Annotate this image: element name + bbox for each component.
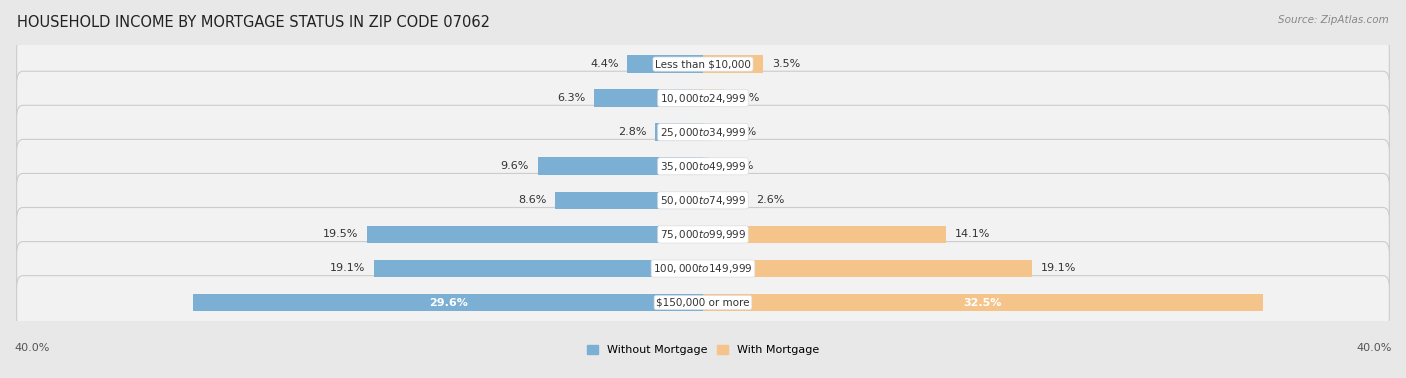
Text: HOUSEHOLD INCOME BY MORTGAGE STATUS IN ZIP CODE 07062: HOUSEHOLD INCOME BY MORTGAGE STATUS IN Z… (17, 15, 489, 30)
Text: 29.6%: 29.6% (429, 297, 468, 308)
Bar (703, 123, 713, 141)
Text: $75,000 to $99,999: $75,000 to $99,999 (659, 228, 747, 241)
Text: Source: ZipAtlas.com: Source: ZipAtlas.com (1278, 15, 1389, 25)
Bar (555, 192, 703, 209)
Text: 40.0%: 40.0% (14, 343, 49, 353)
Text: 4.4%: 4.4% (591, 59, 619, 69)
FancyBboxPatch shape (17, 208, 1389, 261)
Bar (703, 55, 763, 73)
Text: 1.2%: 1.2% (733, 93, 761, 103)
FancyBboxPatch shape (17, 174, 1389, 227)
Bar (627, 55, 703, 73)
Text: 6.3%: 6.3% (558, 93, 586, 103)
FancyBboxPatch shape (17, 71, 1389, 125)
Text: 19.1%: 19.1% (330, 263, 366, 274)
Text: 32.5%: 32.5% (963, 297, 1002, 308)
Text: Less than $10,000: Less than $10,000 (655, 59, 751, 69)
Bar (655, 123, 703, 141)
Bar (703, 192, 748, 209)
Bar (703, 260, 1032, 277)
Bar (703, 226, 946, 243)
FancyBboxPatch shape (17, 105, 1389, 159)
Bar (703, 158, 710, 175)
Text: $150,000 or more: $150,000 or more (657, 297, 749, 308)
Bar (703, 294, 1263, 311)
Bar (374, 260, 703, 277)
Text: 0.55%: 0.55% (721, 127, 756, 137)
Text: 2.8%: 2.8% (617, 127, 647, 137)
Text: 40.0%: 40.0% (1357, 343, 1392, 353)
Bar (595, 89, 703, 107)
Text: 9.6%: 9.6% (501, 161, 529, 171)
Bar (193, 294, 703, 311)
Text: $100,000 to $149,999: $100,000 to $149,999 (654, 262, 752, 275)
Text: 8.6%: 8.6% (517, 195, 547, 205)
FancyBboxPatch shape (17, 242, 1389, 296)
Text: 0.37%: 0.37% (718, 161, 754, 171)
Text: $25,000 to $34,999: $25,000 to $34,999 (659, 126, 747, 139)
Text: $10,000 to $24,999: $10,000 to $24,999 (659, 91, 747, 105)
Bar (703, 89, 724, 107)
FancyBboxPatch shape (17, 37, 1389, 91)
Text: $50,000 to $74,999: $50,000 to $74,999 (659, 194, 747, 207)
Text: $35,000 to $49,999: $35,000 to $49,999 (659, 160, 747, 173)
Legend: Without Mortgage, With Mortgage: Without Mortgage, With Mortgage (582, 341, 824, 360)
Text: 19.5%: 19.5% (323, 229, 359, 239)
FancyBboxPatch shape (17, 139, 1389, 193)
FancyBboxPatch shape (17, 276, 1389, 330)
Bar (367, 226, 703, 243)
Text: 2.6%: 2.6% (756, 195, 785, 205)
Text: 14.1%: 14.1% (955, 229, 990, 239)
Bar (537, 158, 703, 175)
Text: 19.1%: 19.1% (1040, 263, 1076, 274)
Text: 3.5%: 3.5% (772, 59, 800, 69)
